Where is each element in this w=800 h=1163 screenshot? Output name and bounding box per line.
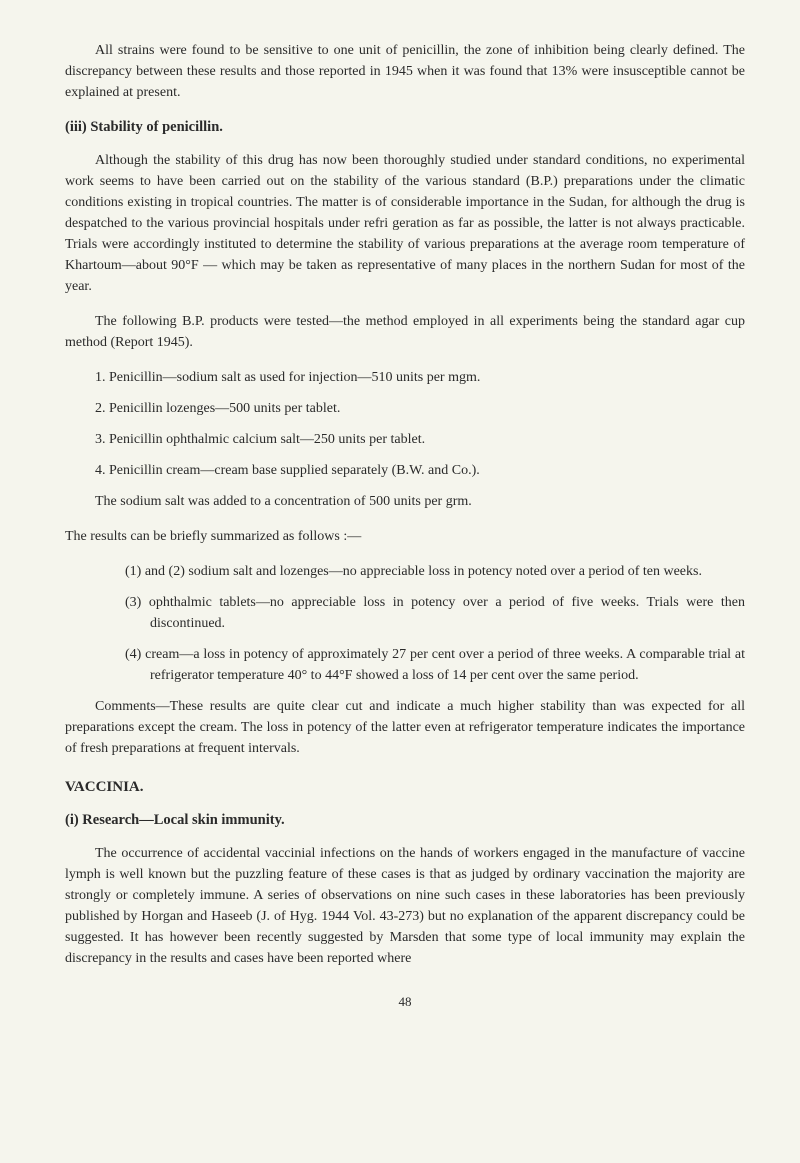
sub-item-3: (4) cream—a loss in potency of approxima… (65, 644, 745, 686)
item-3: 3. Penicillin ophthalmic calcium salt—25… (65, 429, 745, 450)
item-1: 1. Penicillin—sodium salt as used for in… (65, 367, 745, 388)
vaccinia-p1: The occurrence of accidental vaccinial i… (65, 843, 745, 969)
vaccinia-heading: VACCINIA. (65, 779, 745, 796)
sub-item-2: (3) ophthalmic tablets—no appreciable lo… (65, 592, 745, 634)
section-iii-p4: The results can be briefly summarized as… (65, 526, 745, 547)
comments-paragraph: Comments—These results are quite clear c… (65, 696, 745, 759)
vaccinia-subheading: (i) Research—Local skin immunity. (65, 812, 745, 829)
section-iii-heading: (iii) Stability of penicillin. (65, 119, 745, 136)
intro-paragraph: All strains were found to be sensitive t… (65, 40, 745, 103)
section-iii-p1: Although the stability of this drug has … (65, 150, 745, 297)
page-number: 48 (65, 994, 745, 1010)
section-iii-p2: The following B.P. products were tested—… (65, 311, 745, 353)
section-iii-p3: The sodium salt was added to a concentra… (65, 491, 745, 512)
item-2: 2. Penicillin lozenges—500 units per tab… (65, 398, 745, 419)
sub-item-1: (1) and (2) sodium salt and lozenges—no … (65, 561, 745, 582)
item-4: 4. Penicillin cream—cream base supplied … (65, 460, 745, 481)
